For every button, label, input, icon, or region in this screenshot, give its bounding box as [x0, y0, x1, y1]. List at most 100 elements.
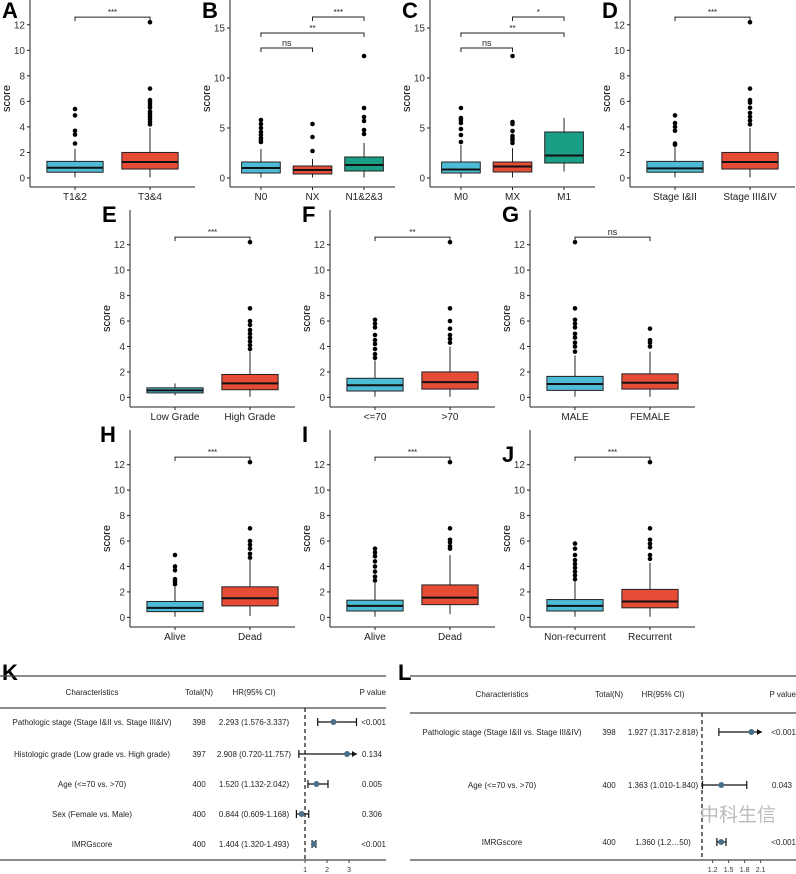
outlier-point — [247, 342, 253, 348]
row-total: 400 — [602, 781, 616, 790]
y-tick-label: 4 — [519, 562, 525, 573]
row-total: 398 — [602, 728, 616, 737]
y-tick-label: 12 — [514, 460, 526, 471]
outlier-point — [647, 541, 653, 546]
y-tick-label: 12 — [314, 460, 326, 471]
panel-label: I — [302, 422, 309, 447]
y-tick-label: 8 — [119, 511, 125, 522]
outlier-point — [372, 321, 378, 326]
row-total: 400 — [192, 780, 206, 789]
row-total: 400 — [602, 838, 616, 847]
significance-label: * — [537, 8, 540, 17]
x-tick-label: High Grade — [224, 412, 276, 423]
outlier-point — [372, 578, 378, 583]
row-hr: 1.927 (1.317-2.818) — [628, 728, 699, 737]
outlier-point — [647, 556, 653, 562]
x-tick-label: Alive — [364, 632, 386, 643]
hr-point — [313, 781, 320, 787]
outlier-point — [672, 113, 678, 118]
outlier-point — [447, 459, 453, 465]
outlier-point — [747, 114, 753, 119]
outlier-point — [372, 569, 378, 574]
y-tick-label: 0 — [219, 174, 225, 185]
ci-arrow — [352, 751, 357, 757]
significance-bracket — [512, 16, 565, 21]
y-tick-label: 2 — [619, 148, 625, 159]
outlier-point — [72, 141, 78, 146]
box-red — [221, 373, 279, 391]
y-tick-label: 10 — [14, 46, 26, 57]
row-pvalue: 0.306 — [362, 810, 383, 819]
outlier-point — [572, 331, 578, 337]
y-tick-label: 5 — [419, 124, 425, 135]
outlier-point — [572, 557, 578, 563]
hr-point — [298, 811, 305, 817]
outlier-point — [361, 53, 367, 59]
y-tick-label: 0 — [19, 173, 25, 184]
hr-point — [344, 751, 351, 757]
outlier-point — [647, 526, 653, 531]
outlier-point — [372, 564, 378, 569]
outlier-point — [572, 349, 578, 354]
outlier-point — [572, 573, 578, 578]
significance-label: ns — [282, 38, 292, 48]
header-total: Total(N) — [185, 688, 213, 697]
y-tick-label: 10 — [314, 486, 326, 497]
y-axis-label: score — [1, 85, 13, 112]
significance-bracket — [174, 456, 251, 462]
outlier-point — [372, 351, 378, 357]
header-total: Total(N) — [595, 690, 623, 699]
outlier-point — [372, 337, 378, 343]
y-axis-label: score — [201, 85, 213, 112]
outlier-point — [747, 97, 753, 103]
row-hr: 0.844 (0.609-1.168) — [219, 810, 290, 819]
y-tick-label: 0 — [419, 174, 425, 185]
row-total: 400 — [192, 840, 206, 849]
outlier-point — [372, 554, 378, 559]
outlier-point — [510, 128, 515, 134]
y-tick-label: 0 — [119, 613, 125, 624]
y-tick-label: 8 — [319, 511, 325, 522]
y-axis-label: score — [301, 525, 313, 552]
x-tick-label: Recurrent — [628, 632, 672, 643]
panel-label: A — [2, 0, 18, 23]
y-tick-label: 2 — [19, 148, 25, 159]
x-tick-label: NX — [306, 192, 320, 203]
y-tick-label: 10 — [414, 74, 426, 85]
significance-label: *** — [208, 448, 217, 457]
outlier-point — [447, 318, 453, 324]
outlier-point — [372, 317, 378, 323]
x-tick-label: 3 — [347, 867, 351, 874]
outlier-point — [247, 542, 253, 548]
y-tick-label: 6 — [519, 537, 525, 548]
outlier-point — [72, 106, 78, 112]
panel-label: D — [602, 0, 618, 23]
y-tick-label: 4 — [619, 122, 625, 133]
significance-label: *** — [208, 228, 217, 237]
y-tick-label: 12 — [314, 240, 326, 251]
outlier-point — [172, 576, 178, 582]
row-characteristic: Pathologic stage (Stage I&II vs. Stage I… — [422, 728, 582, 737]
outlier-point — [361, 105, 367, 111]
outlier-point — [572, 325, 578, 330]
x-tick-label: Low Grade — [151, 412, 200, 423]
y-axis-label: score — [501, 525, 513, 552]
y-tick-label: 0 — [519, 613, 525, 624]
y-axis-label: score — [101, 525, 113, 552]
box-red — [421, 371, 479, 390]
y-tick-label: 10 — [114, 266, 126, 277]
outlier-point — [172, 552, 178, 558]
significance-label: *** — [608, 448, 617, 457]
significance-bracket — [460, 32, 565, 37]
outlier-point — [247, 459, 253, 465]
watermark-logo: 中科生信 — [700, 804, 776, 826]
x-tick-label: MX — [505, 192, 520, 203]
y-tick-label: 6 — [119, 537, 125, 548]
outlier-point — [247, 551, 253, 557]
y-tick-label: 2 — [519, 367, 525, 378]
x-tick-label: 2 — [325, 867, 329, 874]
outlier-point — [447, 340, 453, 345]
y-tick-label: 10 — [314, 266, 326, 277]
significance-label: ** — [309, 24, 315, 33]
